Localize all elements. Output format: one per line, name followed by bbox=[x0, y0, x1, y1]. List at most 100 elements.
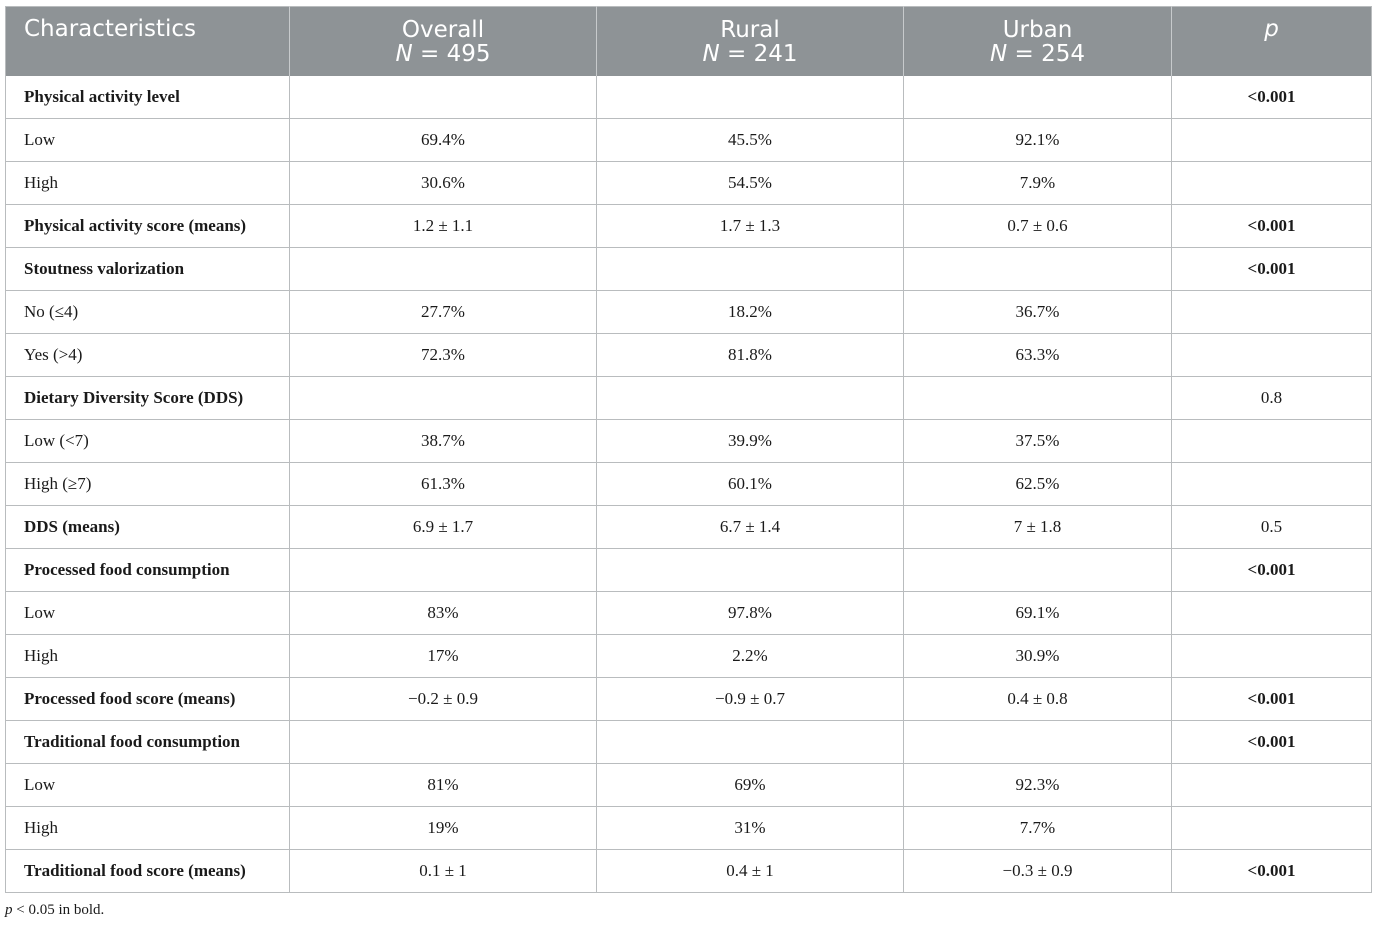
row-label: Traditional food consumption bbox=[5, 720, 290, 764]
table-row: High 17% 2.2% 30.9% bbox=[5, 634, 1372, 678]
table-row: Low 69.4% 45.5% 92.1% bbox=[5, 118, 1372, 162]
header-rural-n: N = 241 bbox=[702, 40, 798, 67]
cell-p-value bbox=[1171, 462, 1372, 506]
table-row: High (≥7) 61.3% 60.1% 62.5% bbox=[5, 462, 1372, 506]
row-label: Low bbox=[5, 118, 290, 162]
cell-overall: −0.2 ± 0.9 bbox=[289, 677, 597, 721]
cell-overall bbox=[289, 376, 597, 420]
cell-urban: 92.1% bbox=[903, 118, 1172, 162]
cell-p-value: 0.5 bbox=[1171, 505, 1372, 549]
header-rural-label: Rural bbox=[720, 16, 780, 43]
cell-urban: 7 ± 1.8 bbox=[903, 505, 1172, 549]
header-urban-label: Urban bbox=[1002, 16, 1073, 43]
cell-p-value bbox=[1171, 591, 1372, 635]
cell-urban bbox=[903, 720, 1172, 764]
cell-urban bbox=[903, 247, 1172, 291]
cell-p-value bbox=[1171, 290, 1372, 334]
cell-urban: 36.7% bbox=[903, 290, 1172, 334]
header-overall: Overall N = 495 bbox=[289, 6, 597, 76]
cell-urban: 0.7 ± 0.6 bbox=[903, 204, 1172, 248]
cell-rural: 31% bbox=[596, 806, 904, 850]
header-overall-label: Overall bbox=[401, 16, 485, 43]
cell-urban: 37.5% bbox=[903, 419, 1172, 463]
row-label: Dietary Diversity Score (DDS) bbox=[5, 376, 290, 420]
header-characteristics: Characteristics bbox=[5, 6, 290, 76]
row-label: Traditional food score (means) bbox=[5, 849, 290, 893]
cell-p-value bbox=[1171, 634, 1372, 678]
cell-urban: 0.4 ± 0.8 bbox=[903, 677, 1172, 721]
row-label: Processed food score (means) bbox=[5, 677, 290, 721]
cell-urban: 69.1% bbox=[903, 591, 1172, 635]
table-body: Physical activity level <0.001 Low 69.4% 45.… bbox=[5, 76, 1372, 893]
cell-overall bbox=[289, 247, 597, 291]
header-urban-n: N = 254 bbox=[989, 40, 1085, 67]
cell-p-value: <0.001 bbox=[1171, 247, 1372, 291]
table-footnote: p < 0.05 in bold. bbox=[5, 902, 104, 919]
cell-rural: 18.2% bbox=[596, 290, 904, 334]
cell-p-value: <0.001 bbox=[1171, 548, 1372, 592]
row-label: Yes (>4) bbox=[5, 333, 290, 377]
cell-rural: −0.9 ± 0.7 bbox=[596, 677, 904, 721]
row-label: High bbox=[5, 634, 290, 678]
cell-overall: 19% bbox=[289, 806, 597, 850]
cell-urban: 30.9% bbox=[903, 634, 1172, 678]
table-row: Stoutness valorization <0.001 bbox=[5, 247, 1372, 291]
cell-rural: 6.7 ± 1.4 bbox=[596, 505, 904, 549]
cell-p-value: <0.001 bbox=[1171, 849, 1372, 893]
table-row: Traditional food consumption <0.001 bbox=[5, 720, 1372, 764]
table-row: DDS (means) 6.9 ± 1.7 6.7 ± 1.4 7 ± 1.8 0.5 bbox=[5, 505, 1372, 549]
cell-rural: 81.8% bbox=[596, 333, 904, 377]
cell-rural bbox=[596, 247, 904, 291]
cell-overall: 30.6% bbox=[289, 161, 597, 205]
header-rural: Rural N = 241 bbox=[596, 6, 904, 76]
row-label: Physical activity level bbox=[5, 76, 290, 119]
cell-p-value bbox=[1171, 161, 1372, 205]
table-row: Low 83% 97.8% 69.1% bbox=[5, 591, 1372, 635]
cell-rural: 69% bbox=[596, 763, 904, 807]
row-label: High bbox=[5, 161, 290, 205]
table-row: Processed food score (means) −0.2 ± 0.9 −0… bbox=[5, 677, 1372, 721]
cell-p-value bbox=[1171, 806, 1372, 850]
cell-rural: 60.1% bbox=[596, 462, 904, 506]
cell-p-value bbox=[1171, 763, 1372, 807]
header-overall-n: N = 495 bbox=[395, 40, 491, 67]
row-label: Low bbox=[5, 763, 290, 807]
cell-urban bbox=[903, 548, 1172, 592]
cell-urban: 62.5% bbox=[903, 462, 1172, 506]
table-row: High 19% 31% 7.7% bbox=[5, 806, 1372, 850]
cell-rural: 54.5% bbox=[596, 161, 904, 205]
table-row: High 30.6% 54.5% 7.9% bbox=[5, 161, 1372, 205]
table-row: Physical activity level <0.001 bbox=[5, 76, 1372, 119]
row-label: Low (<7) bbox=[5, 419, 290, 463]
cell-overall bbox=[289, 76, 597, 119]
row-label: Processed food consumption bbox=[5, 548, 290, 592]
cell-rural: 0.4 ± 1 bbox=[596, 849, 904, 893]
cell-rural bbox=[596, 376, 904, 420]
cell-p-value: 0.8 bbox=[1171, 376, 1372, 420]
row-label: Low bbox=[5, 591, 290, 635]
table-row: Physical activity score (means) 1.2 ± 1.1… bbox=[5, 204, 1372, 248]
cell-overall: 0.1 ± 1 bbox=[289, 849, 597, 893]
cell-overall: 1.2 ± 1.1 bbox=[289, 204, 597, 248]
row-label: Physical activity score (means) bbox=[5, 204, 290, 248]
cell-p-value: <0.001 bbox=[1171, 76, 1372, 119]
cell-overall: 6.9 ± 1.7 bbox=[289, 505, 597, 549]
table-row: Dietary Diversity Score (DDS) 0.8 bbox=[5, 376, 1372, 420]
cell-urban bbox=[903, 76, 1172, 119]
table-row: No (≤4) 27.7% 18.2% 36.7% bbox=[5, 290, 1372, 334]
header-p-value: p bbox=[1171, 6, 1372, 76]
cell-rural bbox=[596, 720, 904, 764]
footnote-p-symbol: p bbox=[5, 902, 13, 918]
cell-rural: 39.9% bbox=[596, 419, 904, 463]
header-row: Characteristics Overall N = 495 Rural N … bbox=[5, 6, 1372, 76]
cell-urban bbox=[903, 376, 1172, 420]
row-label: Stoutness valorization bbox=[5, 247, 290, 291]
header-urban: Urban N = 254 bbox=[903, 6, 1172, 76]
cell-urban: −0.3 ± 0.9 bbox=[903, 849, 1172, 893]
table-row: Low (<7) 38.7% 39.9% 37.5% bbox=[5, 419, 1372, 463]
data-table-container: Characteristics Overall N = 495 Rural N … bbox=[5, 6, 1372, 893]
cell-p-value: <0.001 bbox=[1171, 720, 1372, 764]
cell-overall: 83% bbox=[289, 591, 597, 635]
row-label: No (≤4) bbox=[5, 290, 290, 334]
cell-urban: 63.3% bbox=[903, 333, 1172, 377]
